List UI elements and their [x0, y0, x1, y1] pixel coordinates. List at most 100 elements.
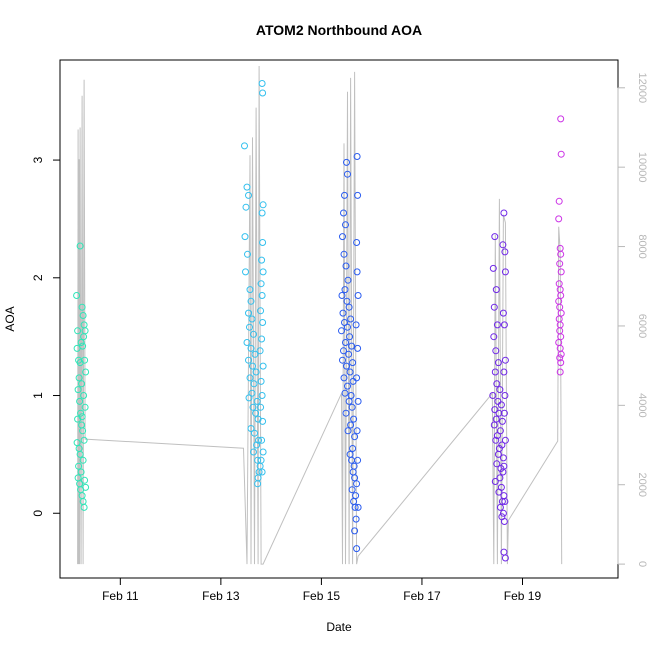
data-point	[259, 268, 267, 276]
data-point	[257, 377, 265, 385]
data-point	[258, 392, 266, 399]
data-point	[259, 319, 267, 326]
data-point	[498, 417, 506, 425]
data-point	[500, 518, 508, 525]
data-point	[500, 462, 508, 470]
data-point	[497, 401, 505, 409]
y2-tick-label: 8000	[636, 234, 648, 258]
data-point	[259, 201, 267, 209]
data-point	[555, 215, 563, 223]
data-point	[80, 333, 88, 341]
data-point	[258, 436, 266, 444]
data-point	[77, 339, 85, 346]
series-5	[555, 115, 565, 376]
data-point	[76, 397, 84, 405]
data-point	[345, 350, 353, 358]
data-point	[345, 303, 353, 311]
data-point	[499, 509, 507, 517]
data-point	[342, 221, 349, 229]
data-point	[250, 448, 257, 456]
series-3	[338, 153, 362, 553]
y-axis-label: AOA	[3, 306, 17, 331]
data-point	[257, 403, 265, 411]
data-point	[247, 425, 255, 432]
data-point	[74, 327, 82, 335]
data-point	[257, 307, 265, 315]
data-point	[245, 191, 252, 199]
data-point	[556, 354, 564, 362]
x-tick-label: Feb 19	[504, 589, 542, 603]
data-point	[77, 409, 85, 417]
data-point	[501, 392, 509, 399]
data-point	[351, 474, 359, 482]
data-point	[341, 286, 349, 294]
x-tick-label: Feb 15	[303, 589, 341, 603]
data-point	[557, 115, 565, 123]
data-point	[75, 374, 83, 382]
data-point	[242, 268, 249, 276]
data-point	[494, 450, 502, 458]
x-axis: Feb 11 Feb 13 Feb 15 Feb 17 Feb 19	[102, 578, 541, 603]
data-point	[245, 356, 252, 364]
y2-axis-right: 0 2000 4000 6000 8000 10000 12000	[617, 72, 648, 567]
data-point	[557, 250, 565, 258]
data-point	[499, 241, 507, 249]
data-point	[75, 462, 83, 470]
data-point	[500, 368, 508, 376]
data-point	[344, 323, 351, 331]
x-axis-label: Date	[326, 620, 352, 634]
data-point	[557, 268, 565, 276]
data-point	[245, 394, 253, 402]
data-point	[493, 460, 501, 468]
y2-tick-label: 6000	[636, 314, 648, 338]
data-point	[490, 421, 498, 429]
data-point	[251, 350, 259, 358]
data-point	[253, 441, 261, 449]
data-point	[555, 280, 563, 288]
data-point	[556, 303, 564, 311]
plot-frame	[59, 59, 619, 579]
data-point	[352, 515, 360, 523]
data-point	[78, 380, 86, 388]
data-point	[492, 415, 500, 423]
data-point	[342, 262, 350, 270]
data-point	[491, 233, 499, 241]
data-point	[250, 380, 258, 388]
data-point	[493, 321, 501, 329]
data-point	[251, 429, 258, 437]
data-point	[501, 248, 509, 256]
data-point	[350, 415, 358, 423]
data-point	[78, 413, 86, 421]
data-point	[496, 386, 504, 394]
data-point	[557, 359, 565, 367]
data-point	[496, 474, 504, 482]
data-point	[257, 456, 265, 464]
data-point	[348, 403, 356, 411]
data-point	[347, 392, 355, 399]
data-point	[496, 503, 504, 511]
data-point	[353, 268, 361, 276]
data-point	[491, 406, 499, 414]
data-point	[556, 368, 564, 376]
data-point	[338, 327, 345, 335]
data-point	[557, 150, 565, 158]
data-point	[340, 347, 347, 355]
data-point	[353, 374, 361, 382]
data-point	[246, 323, 253, 331]
data-point	[259, 239, 267, 246]
data-point	[81, 476, 89, 484]
data-point	[491, 478, 499, 485]
data-point	[343, 297, 351, 305]
chart-title: ATOM2 Northbound AOA	[256, 22, 422, 38]
data-point	[490, 333, 498, 341]
data-point	[353, 153, 361, 160]
data-point	[555, 197, 563, 205]
data-point	[354, 456, 362, 464]
data-point	[354, 191, 362, 199]
data-point	[354, 292, 362, 299]
x-tick-label: Feb 11	[102, 589, 139, 603]
data-point	[350, 498, 358, 505]
data-point	[501, 356, 509, 364]
data-point	[254, 480, 262, 488]
data-point	[254, 456, 262, 464]
